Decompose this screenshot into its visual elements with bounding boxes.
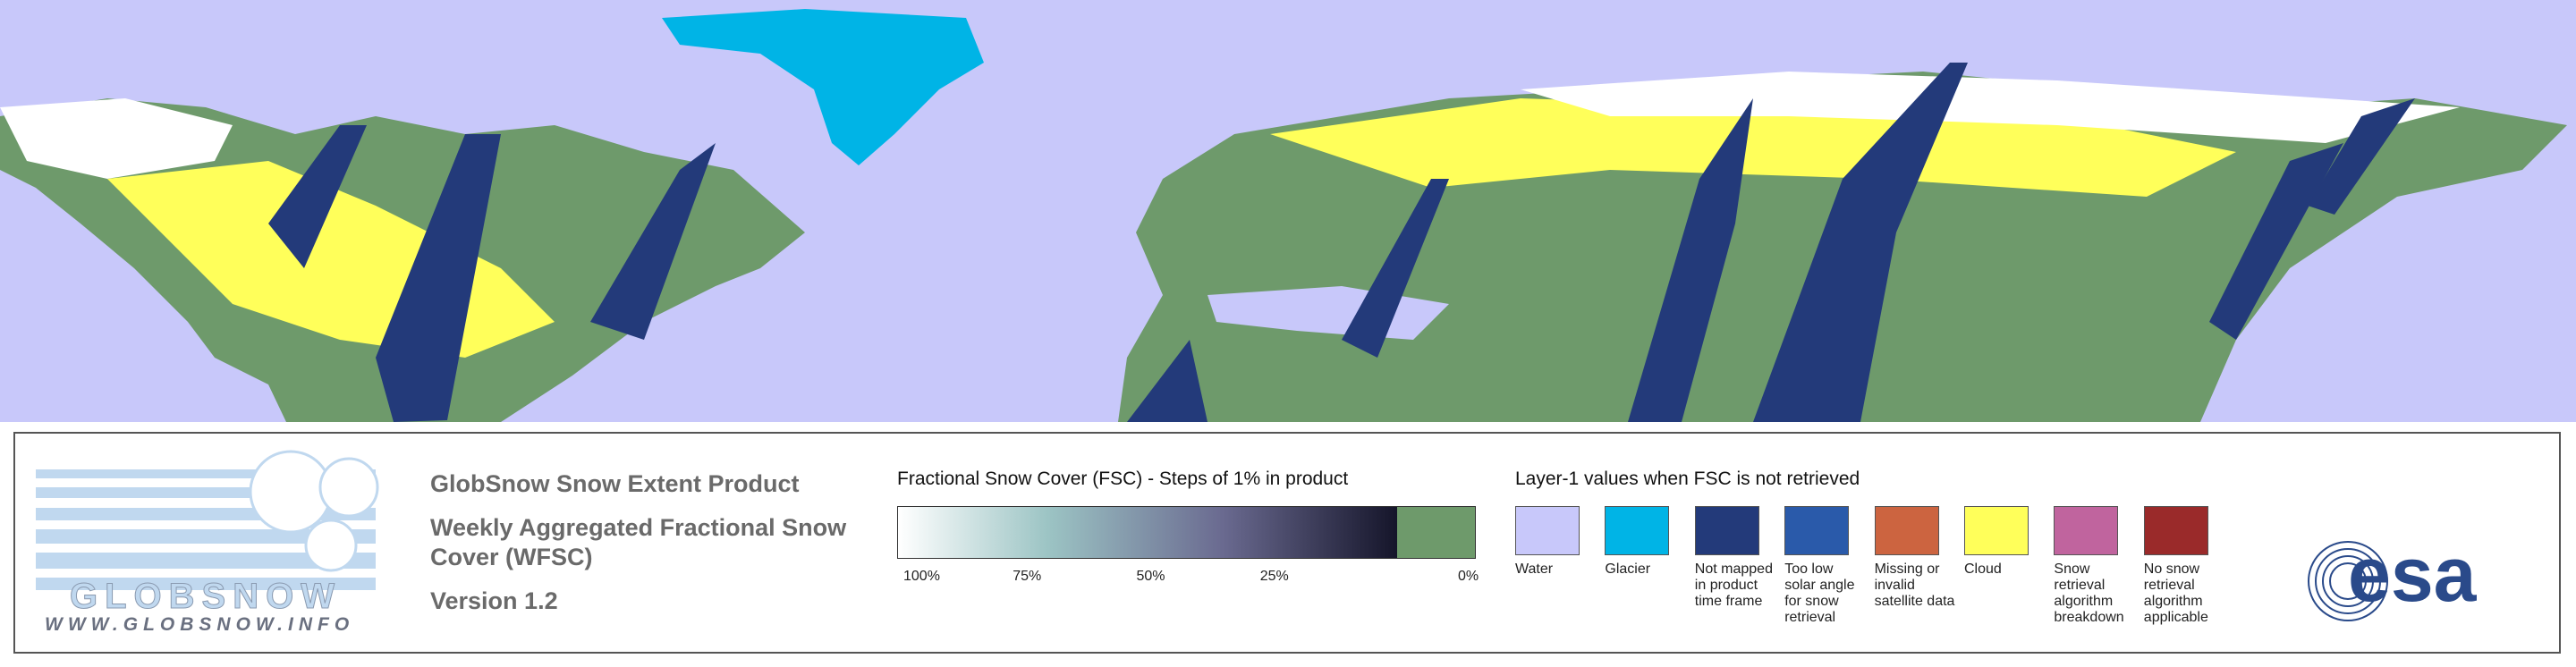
colorbar-tick-label: 25%: [1259, 569, 1289, 584]
snow: [0, 98, 233, 179]
colorbar-tick-label: 0%: [1458, 569, 1479, 584]
legend-swatch: [1605, 506, 1670, 555]
legend-swatch: [1964, 506, 2029, 555]
legend-label: Not mapped in product time frame: [1694, 561, 1773, 609]
legend-label: Water: [1515, 561, 1554, 577]
legend-swatch: [1515, 506, 1580, 555]
esa-logo: esa: [2308, 536, 2478, 621]
legend-swatch: [2143, 506, 2208, 555]
legend-label: Glacier: [1605, 561, 1651, 577]
colorbar-zero: [1396, 507, 1475, 558]
esa-text: esa: [2348, 536, 2478, 618]
legend-swatch: [1694, 506, 1759, 555]
colorbar: [897, 506, 1476, 559]
legend-swatch: [1874, 506, 1939, 555]
product-title: GlobSnow Snow Extent Product: [430, 470, 800, 497]
legend-label: Cloud: [1964, 561, 2002, 577]
globsnow-logo: GLOBSNOW WWW.GLOBSNOW.INFO: [36, 450, 379, 635]
colorbar-title: Fractional Snow Cover (FSC) - Steps of 1…: [897, 469, 1349, 489]
legend-swatch: [2054, 506, 2119, 555]
colorbar-tick-label: 50%: [1136, 569, 1165, 584]
legend-swatch: [1784, 506, 1850, 555]
legend-label: Missing or invalid satellite data: [1874, 561, 1955, 609]
map: [0, 0, 2576, 422]
not-mapped-swaths: [268, 63, 2415, 422]
product-subtitle: Weekly Aggregated Fractional Snow Cover …: [430, 514, 847, 570]
legend-label: Snow retrieval algorithm breakdown: [2054, 561, 2124, 625]
legend-panel: [13, 432, 2561, 654]
greenland: [662, 9, 984, 165]
layer1-title: Layer-1 values when FSC is not retrieved: [1515, 469, 1860, 489]
snow: [1521, 72, 2460, 143]
logo-url: WWW.GLOBSNOW.INFO: [45, 614, 354, 635]
logo-name: GLOBSNOW: [70, 577, 342, 616]
colorbar-tick-label: 75%: [1013, 569, 1042, 584]
colorbar-tick-label: 100%: [903, 569, 940, 584]
colorbar-gradient: [898, 507, 1397, 558]
product-version: Version 1.2: [430, 587, 558, 614]
legend-label: Too low solar angle for snow retrieval: [1784, 561, 1855, 625]
legend-label: No snow retrieval algorithm applicable: [2143, 561, 2208, 625]
